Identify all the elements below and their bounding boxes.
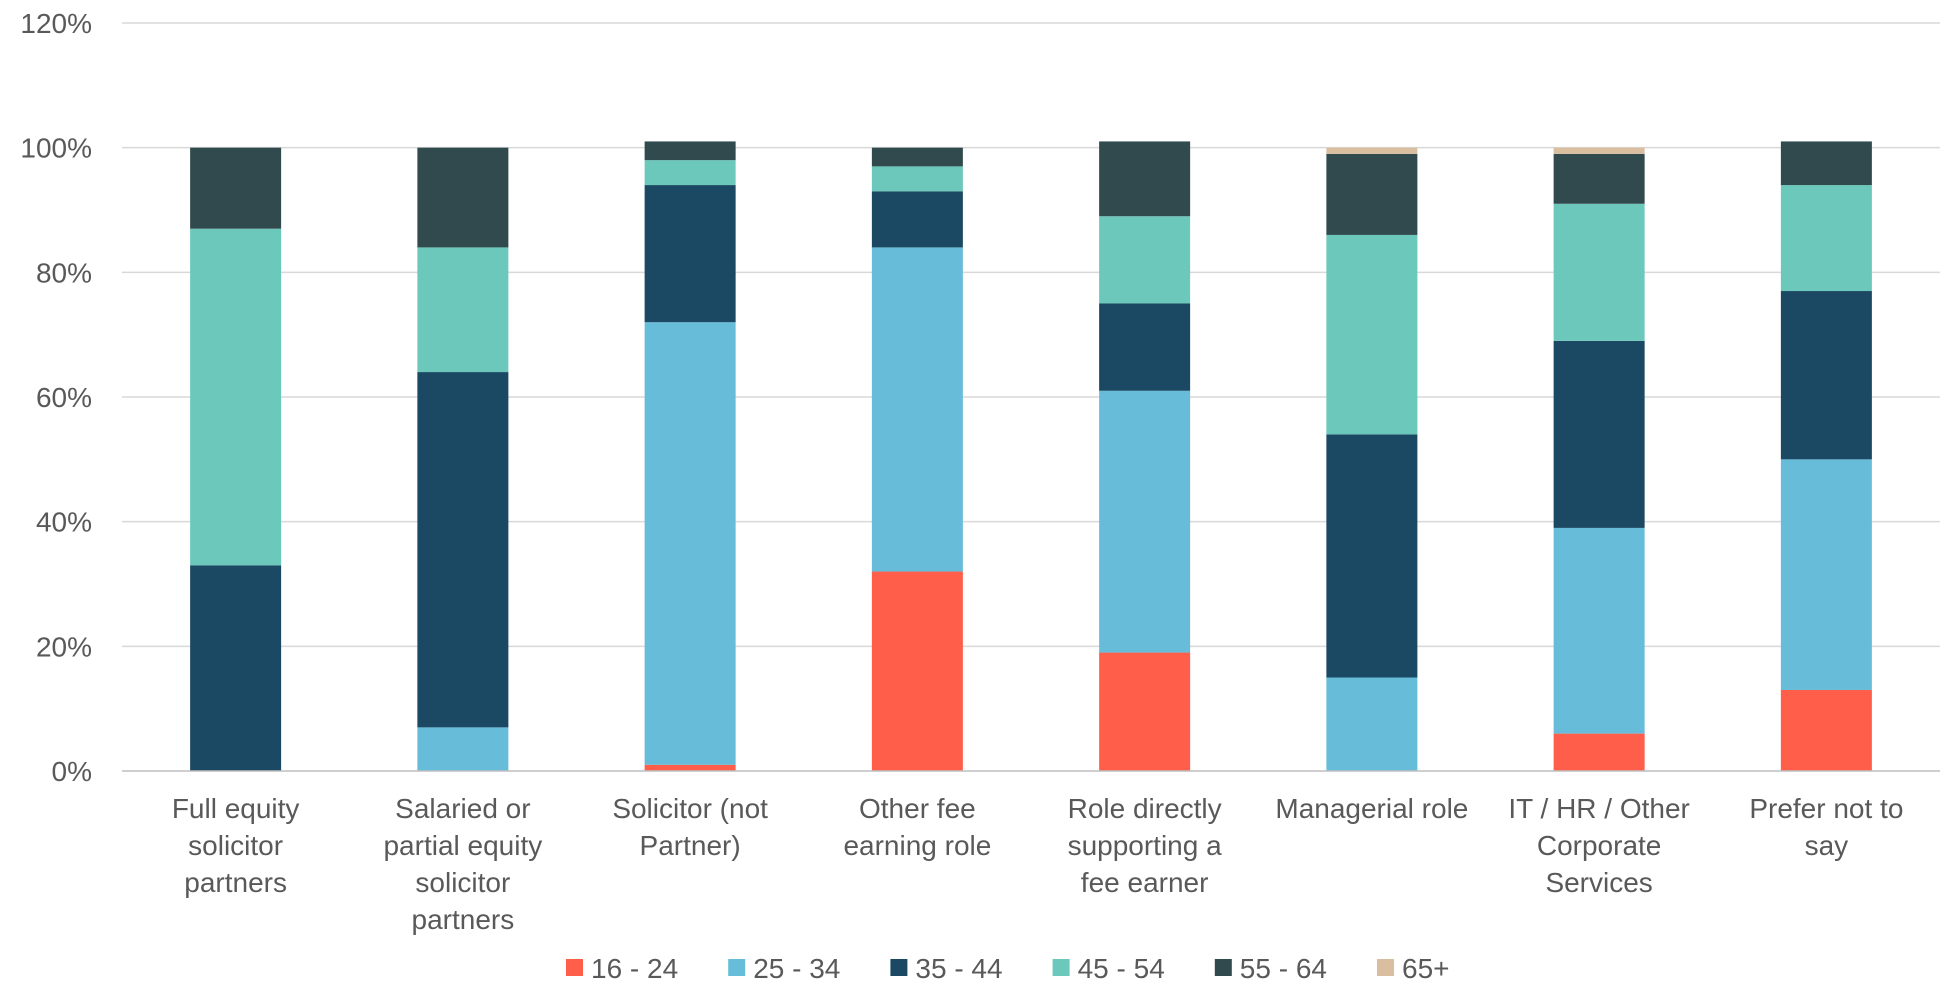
bar-segment xyxy=(644,160,736,186)
bar-segment xyxy=(417,372,509,728)
legend: 16 - 24 25 - 34 35 - 44 45 - 54 55 - 64 65+ xyxy=(566,953,1450,984)
gridlines xyxy=(122,22,1940,648)
bar-segment xyxy=(1780,689,1872,771)
legend-label: 65+ xyxy=(1402,953,1450,984)
bar-stack xyxy=(190,147,282,771)
y-tick-label: 40% xyxy=(36,507,92,538)
bar-segment xyxy=(1099,141,1191,217)
y-tick-label: 60% xyxy=(36,382,92,413)
bar-segment xyxy=(1553,153,1645,204)
legend-item: 16 - 24 xyxy=(566,953,678,984)
x-category-label: IT / HR / Other Corporate Services xyxy=(1508,793,1690,898)
bar-segment xyxy=(417,147,509,248)
x-category-label: Managerial role xyxy=(1275,793,1468,824)
x-category-label: Other fee earning role xyxy=(843,793,991,861)
bar-segment xyxy=(1553,733,1645,771)
bar-segment xyxy=(1780,185,1872,292)
legend-label: 55 - 64 xyxy=(1240,953,1327,984)
bar-segment xyxy=(1099,303,1191,391)
legend-label: 25 - 34 xyxy=(753,953,840,984)
bar-segment xyxy=(644,185,736,323)
bar-segment xyxy=(1326,234,1418,435)
x-category-label: Full equity solicitor partners xyxy=(172,793,300,898)
bar-segment xyxy=(871,571,963,771)
legend-swatch xyxy=(728,959,746,976)
bar-stack xyxy=(417,147,509,771)
bar-segment xyxy=(644,141,736,161)
bar-stack xyxy=(1099,141,1191,771)
bar-stacks xyxy=(190,141,1872,771)
legend-label: 45 - 54 xyxy=(1078,953,1165,984)
bar-segment xyxy=(190,228,282,566)
legend-item: 35 - 44 xyxy=(890,953,1003,984)
y-tick-label: 100% xyxy=(20,133,92,164)
bar-segment xyxy=(1780,141,1872,186)
bar-segment xyxy=(644,322,736,765)
legend-label: 16 - 24 xyxy=(591,953,678,984)
y-tick-label: 0% xyxy=(52,756,92,787)
legend-swatch xyxy=(566,959,583,976)
bar-segment xyxy=(871,166,963,192)
legend-swatch xyxy=(1377,959,1394,976)
y-tick-label: 80% xyxy=(36,257,92,288)
x-category-label: Solicitor (not Partner) xyxy=(612,793,768,861)
bar-stack xyxy=(1553,147,1645,771)
y-tick-label: 20% xyxy=(36,631,92,662)
bar-segment xyxy=(1326,677,1418,771)
legend-item: 55 - 64 xyxy=(1214,953,1327,984)
legend-swatch xyxy=(1214,959,1232,976)
bar-segment xyxy=(1780,291,1872,460)
bar-segment xyxy=(1553,340,1645,528)
bar-segment xyxy=(1780,459,1872,690)
bar-segment xyxy=(190,147,282,229)
bar-segment xyxy=(417,247,509,373)
legend-swatch xyxy=(890,959,908,976)
bar-segment xyxy=(871,147,963,167)
bar-segment xyxy=(1326,434,1418,678)
legend-label: 35 - 44 xyxy=(915,953,1002,984)
legend-swatch xyxy=(1052,959,1070,976)
bar-segment xyxy=(1099,652,1191,771)
bar-stack xyxy=(1780,141,1872,771)
y-tick-label: 120% xyxy=(20,8,92,39)
x-category-label: Salaried or partial equity solicitor partne… xyxy=(383,793,542,935)
bar-stack xyxy=(1326,147,1418,771)
bar-segment xyxy=(190,565,282,771)
bar-segment xyxy=(1099,390,1191,653)
bar-segment xyxy=(871,247,963,572)
bar-segment xyxy=(1553,527,1645,734)
bar-stack xyxy=(871,147,963,771)
legend-item: 45 - 54 xyxy=(1052,953,1165,984)
legend-item: 25 - 34 xyxy=(728,953,840,984)
bar-segment xyxy=(1326,147,1418,154)
bar-segment xyxy=(1099,216,1191,304)
legend-item: 65+ xyxy=(1377,953,1450,984)
bar-segment xyxy=(1553,147,1645,154)
x-category-label: Role directly supporting a fee earner xyxy=(1068,793,1223,898)
y-axis-tick-labels: 0% 20% 40% 60% 80% 100% 120% xyxy=(20,8,92,787)
bar-segment xyxy=(1326,153,1418,235)
x-axis-category-labels: Full equity solicitor partners Salaried or p… xyxy=(172,793,1904,935)
bar-stack xyxy=(644,141,736,771)
bar-segment xyxy=(417,727,509,771)
bar-segment xyxy=(1553,203,1645,341)
bar-segment xyxy=(644,764,736,771)
x-category-label: Prefer not to say xyxy=(1749,793,1903,861)
bar-segment xyxy=(871,191,963,248)
